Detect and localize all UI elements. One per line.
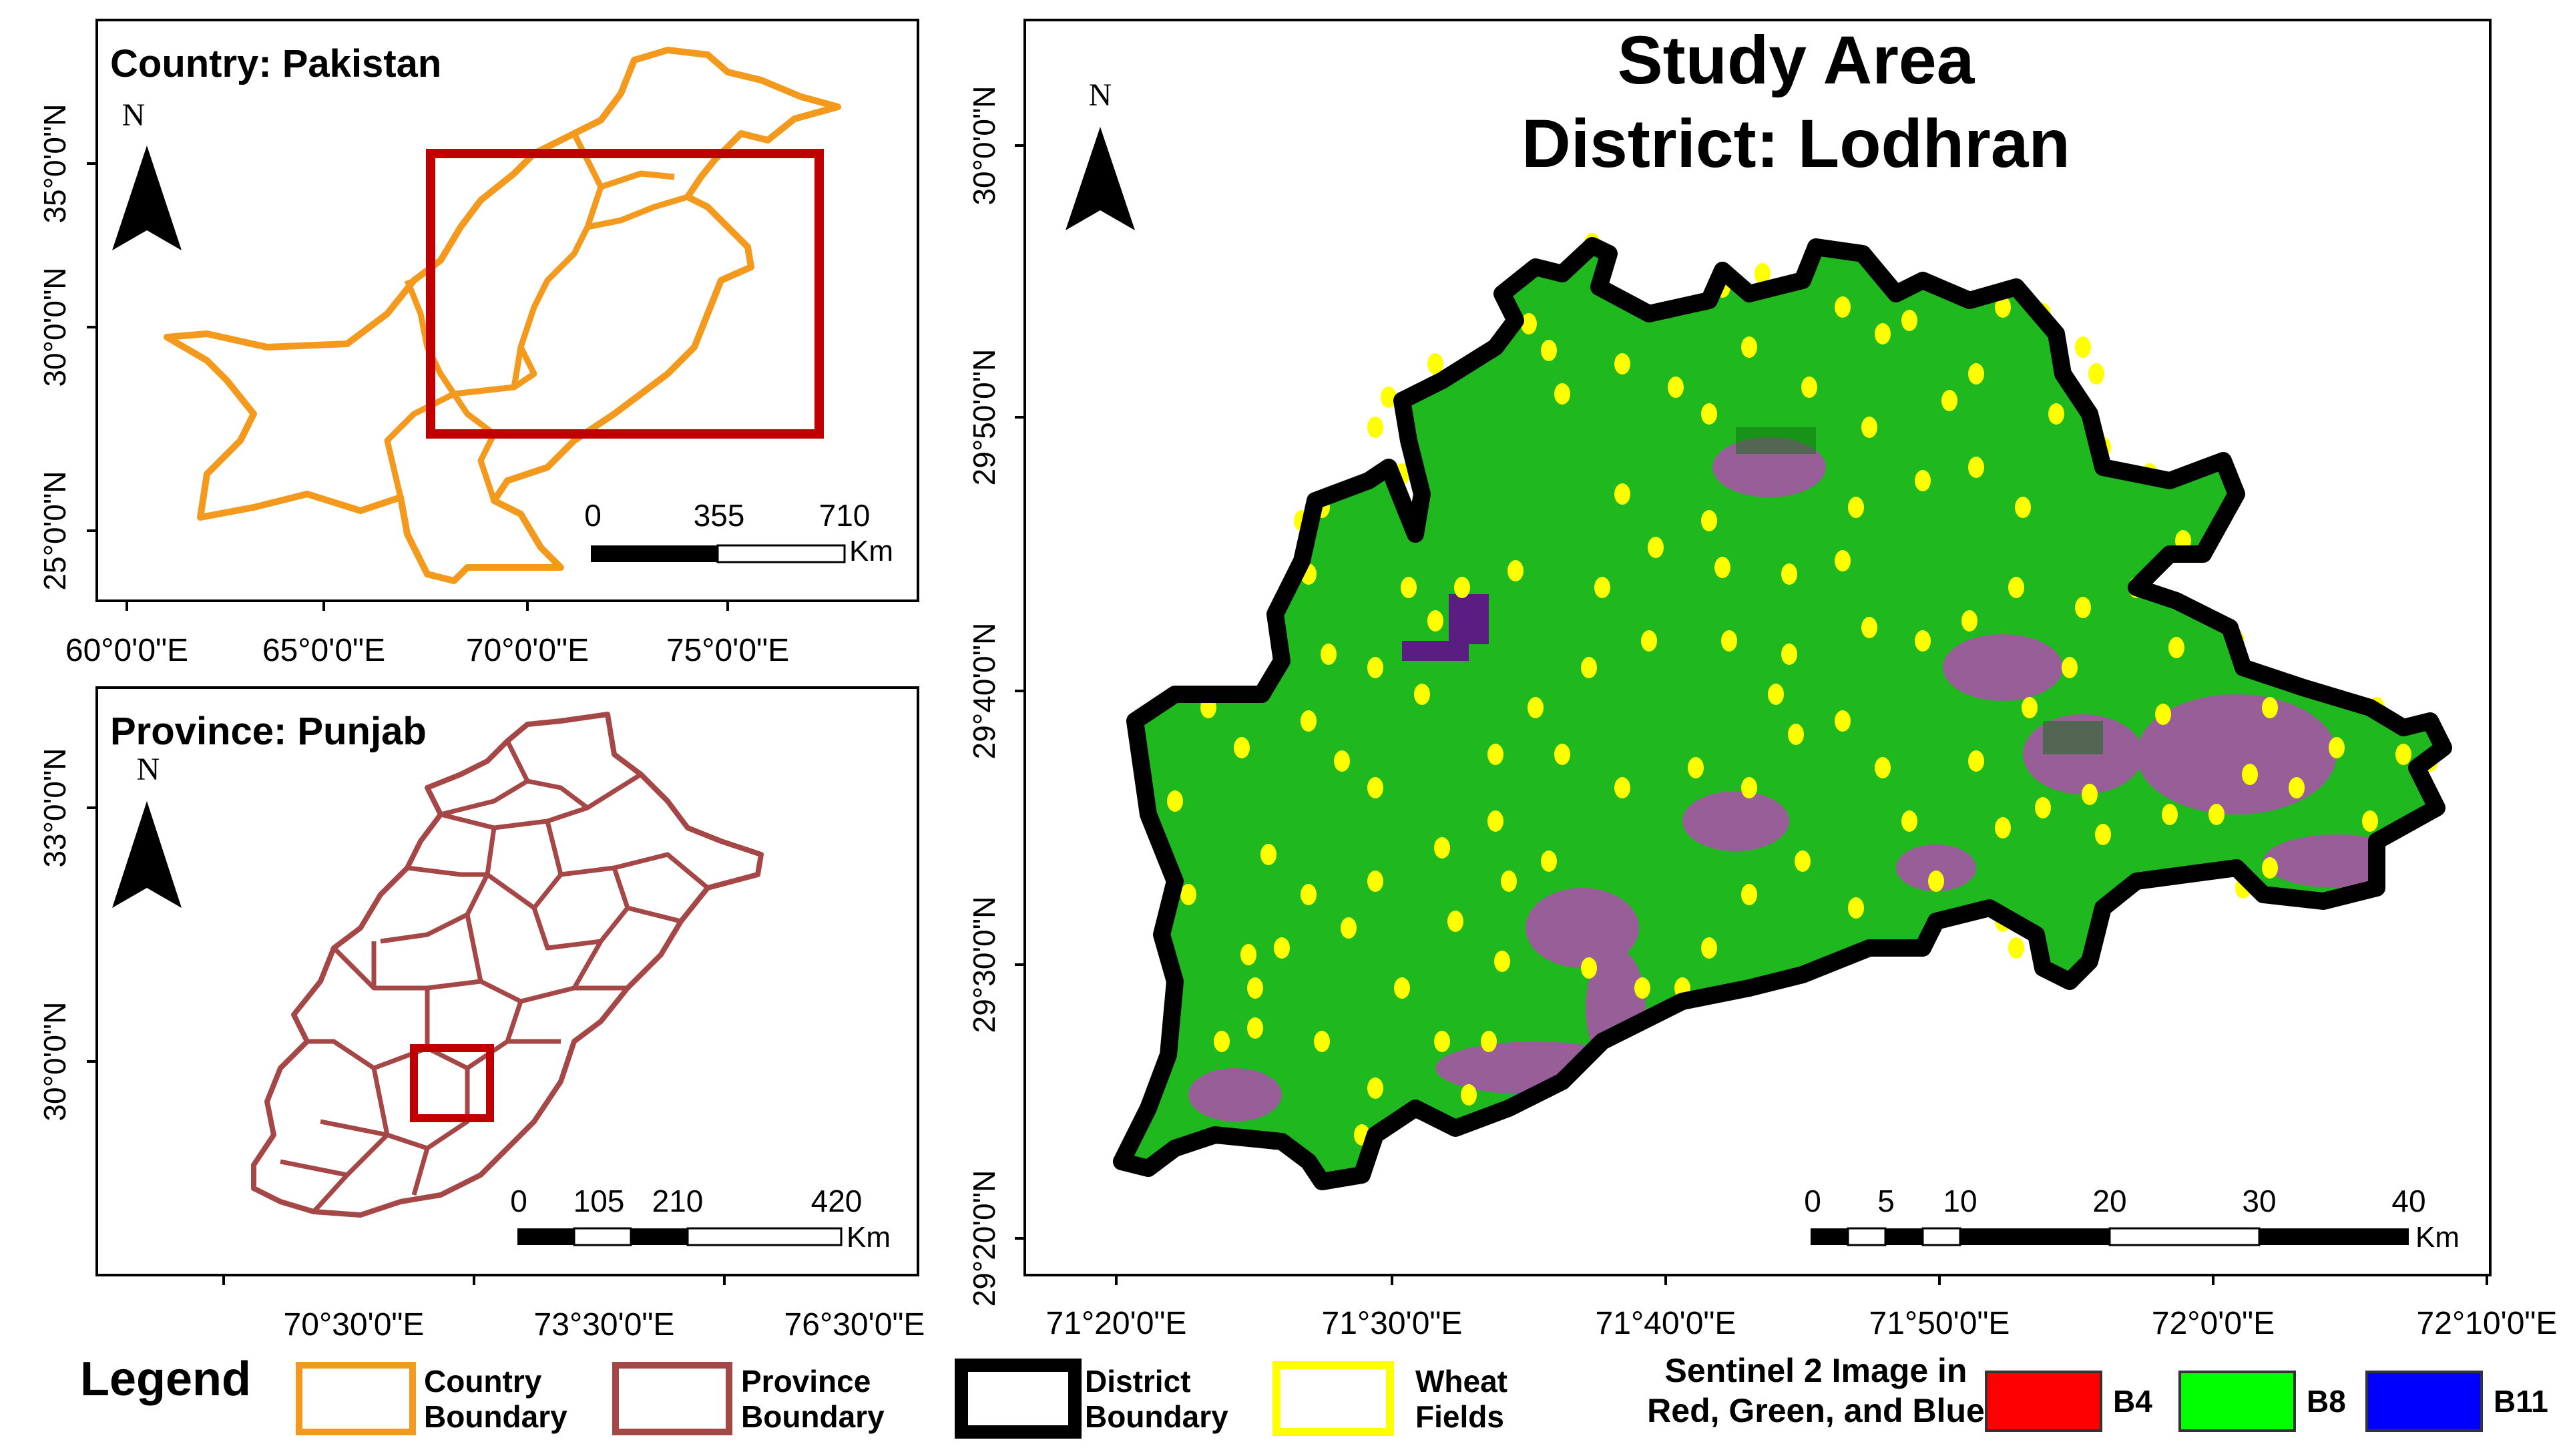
- legend-label: Country: [424, 1364, 542, 1399]
- lon-label: 72°0'0"E: [2152, 1306, 2275, 1341]
- legend-province-swatch: [612, 1362, 732, 1435]
- legend-b4-swatch: [1985, 1371, 2102, 1432]
- punjab-boundary: [251, 712, 764, 1218]
- lat-label: 30°0'0"N: [37, 267, 72, 387]
- scale-tick: 105: [573, 1184, 625, 1218]
- lat-label: 33°0'0"N: [37, 748, 72, 867]
- province-scale-bar: 0 105 210 420 Km: [510, 1184, 891, 1254]
- province-panel: Province: Punjab N 0 105 210 420 Km 33°0…: [37, 686, 925, 1343]
- legend-label: Red, Green, and Blue: [1647, 1392, 1985, 1429]
- lat-label: 30°0'0"N: [37, 1001, 72, 1121]
- country-title: Country: Pakistan: [110, 42, 441, 85]
- lon-label: 71°40'0"E: [1596, 1306, 1736, 1341]
- lon-label: 71°50'0"E: [1869, 1306, 2010, 1341]
- province-frame: [95, 686, 919, 1276]
- lat-label: 29°30'0"N: [967, 897, 1001, 1033]
- scale-tick: 210: [652, 1184, 704, 1218]
- scale-tick: 0: [510, 1184, 527, 1218]
- north-arrow-icon: N: [1066, 77, 1135, 230]
- north-label: N: [137, 752, 160, 787]
- scale-tick: 5: [1877, 1184, 1895, 1218]
- north-arrow-icon: N: [112, 752, 182, 908]
- lon-label: 75°0'0"E: [666, 633, 789, 668]
- lon-label: 72°10'0"E: [2417, 1306, 2558, 1341]
- province-ticks: [87, 806, 726, 1285]
- scale-tick: 420: [811, 1184, 863, 1218]
- district-panel: Study Area District: Lodhran N: [967, 19, 2558, 1341]
- legend-b11-swatch: [2365, 1371, 2483, 1432]
- province-title: Province: Punjab: [110, 710, 427, 753]
- lat-label: 30°0'0"N: [967, 85, 1001, 205]
- legend-label: Wheat: [1415, 1364, 1507, 1399]
- lat-label: 29°20'0"N: [967, 1170, 1001, 1307]
- scale-tick: 40: [2391, 1184, 2425, 1218]
- district-scale-bar: 0 5 10 20 30 40 Km: [1804, 1184, 2460, 1254]
- legend-wheat-swatch: [1272, 1361, 1394, 1436]
- country-scale-bar: 0 355 710 Km: [584, 498, 893, 567]
- legend-label: District: [1085, 1364, 1190, 1399]
- punjab-district-boundaries: [280, 740, 710, 1214]
- lon-label: 70°30'0"E: [284, 1307, 425, 1343]
- legend-label: Boundary: [741, 1399, 885, 1434]
- scale-unit: Km: [849, 535, 893, 567]
- scale-unit: Km: [2415, 1221, 2460, 1254]
- legend-label: Fields: [1415, 1399, 1504, 1434]
- legend-label: B4: [2113, 1384, 2152, 1419]
- scale-tick: 0: [584, 498, 602, 533]
- legend-label: Province: [741, 1364, 871, 1399]
- scale-tick: 20: [2092, 1184, 2126, 1218]
- lon-label: 71°30'0"E: [1322, 1306, 1463, 1341]
- lon-label: 65°0'0"E: [262, 633, 385, 668]
- lat-label: 29°50'0"N: [967, 349, 1001, 486]
- legend-country-swatch: [296, 1362, 416, 1435]
- scale-tick: 10: [1943, 1184, 1977, 1218]
- district-ticks: [1015, 144, 2488, 1285]
- legend-title: Legend: [80, 1353, 251, 1406]
- district-inset-box: [410, 1044, 494, 1122]
- lat-label: 35°0'0"N: [37, 103, 72, 223]
- legend-label: Sentinel 2 Image in: [1665, 1352, 1967, 1389]
- country-ticks: [87, 162, 729, 611]
- legend-district-swatch: [955, 1359, 1082, 1439]
- north-label: N: [1089, 77, 1112, 113]
- lon-label: 76°30'0"E: [784, 1307, 925, 1343]
- country-panel: Country: Pakistan N 0 355 710 Km 35°0'0"…: [37, 19, 919, 668]
- scale-unit: Km: [847, 1221, 891, 1254]
- district-boundary: [1113, 237, 2452, 1190]
- legend: Legend Country Boundary Province Boundar…: [80, 1352, 2548, 1439]
- legend-label: Boundary: [1085, 1399, 1228, 1434]
- scale-tick: 30: [2242, 1184, 2276, 1218]
- legend-label: B11: [2494, 1384, 2548, 1419]
- lat-label: 29°40'0"N: [967, 623, 1001, 760]
- punjab-inset-box: [426, 149, 824, 439]
- district-title: District: Lodhran: [1522, 105, 2070, 182]
- legend-label: Boundary: [424, 1399, 567, 1434]
- legend-label: B8: [2307, 1384, 2346, 1419]
- lat-label: 25°0'0"N: [37, 471, 72, 590]
- lon-label: 60°0'0"E: [65, 633, 188, 668]
- lon-label: 71°20'0"E: [1046, 1306, 1187, 1341]
- lon-label: 70°0'0"E: [466, 633, 589, 668]
- scale-tick: 710: [819, 498, 871, 533]
- north-label: N: [122, 97, 146, 133]
- study-area-title: Study Area: [1618, 22, 1975, 98]
- scale-tick: 355: [694, 498, 745, 533]
- pakistan-internal-boundaries: [384, 132, 689, 502]
- legend-b8-swatch: [2178, 1371, 2296, 1432]
- lon-label: 73°30'0"E: [534, 1307, 675, 1343]
- north-arrow-icon: N: [112, 97, 182, 250]
- scale-tick: 0: [1804, 1184, 1821, 1218]
